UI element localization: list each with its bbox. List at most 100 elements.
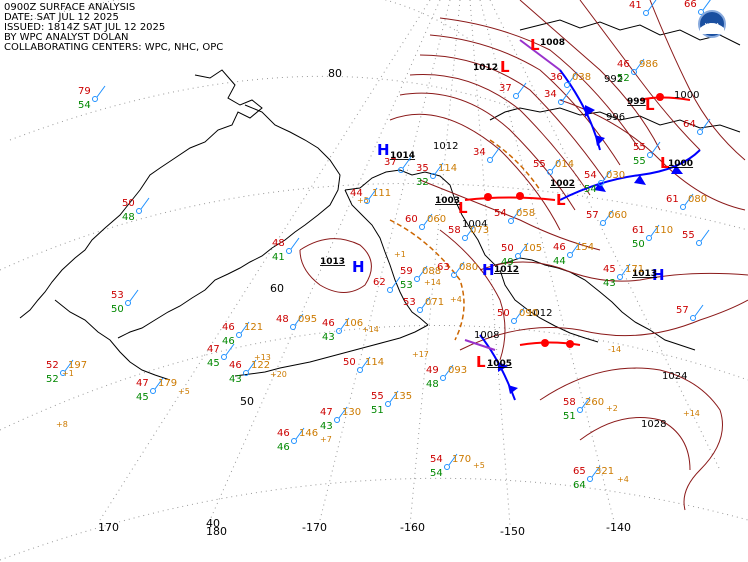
low-center: L xyxy=(556,191,566,209)
wind-barb xyxy=(389,390,399,403)
occluded-front xyxy=(519,39,561,71)
station-pressure: 080 xyxy=(688,194,707,205)
pressure-tendency: +1 xyxy=(62,369,74,378)
isobar xyxy=(559,99,746,211)
station-pressure: 170 xyxy=(452,454,471,465)
station-temperature: 61 xyxy=(632,225,645,236)
station-pressure: 146 xyxy=(299,428,318,439)
station-marker xyxy=(508,218,514,224)
station-temperature: 36 xyxy=(550,72,563,83)
station-dewpoint: 51 xyxy=(371,405,384,416)
occluded-front xyxy=(464,339,496,351)
lon-label-m160: -160 xyxy=(400,521,425,534)
isobar-label: 1008 xyxy=(474,330,499,341)
station-marker xyxy=(646,235,652,241)
station-pressure: 060 xyxy=(608,210,627,221)
station-temperature: 57 xyxy=(586,210,599,221)
station-marker xyxy=(398,167,404,173)
isobars xyxy=(299,0,748,511)
low-center-value: 1012 xyxy=(473,63,498,73)
station-plot: 47 45 179 xyxy=(136,377,177,403)
station-marker xyxy=(598,180,604,186)
isobar-label: 1012 xyxy=(433,141,458,152)
kamchatka-coast xyxy=(54,299,171,381)
wind-barb xyxy=(635,58,645,71)
station-dewpoint: 50 xyxy=(632,239,645,250)
station-temperature: 45 xyxy=(603,264,616,275)
station-marker xyxy=(136,208,142,214)
station-temperature: 44 xyxy=(350,188,363,199)
station-pressure: 093 xyxy=(448,365,467,376)
station-marker xyxy=(462,235,468,241)
station-temperature: 66 xyxy=(684,0,697,10)
low-center: L xyxy=(458,199,468,217)
station-plot: 54 058 xyxy=(494,207,535,224)
station-temperature: 46 xyxy=(222,322,235,333)
isobar-label: 1000 xyxy=(674,90,699,101)
station-temperature: 37 xyxy=(499,83,512,94)
lat-label-80: 80 xyxy=(328,67,342,80)
wind-barb xyxy=(368,187,378,200)
station-dewpoint: 43 xyxy=(603,278,616,289)
station-marker xyxy=(430,173,436,179)
isobar-label: 1004 xyxy=(462,219,487,230)
isobar xyxy=(519,0,661,151)
station-plot: 57 060 xyxy=(586,209,627,226)
pressure-tendency: -14 xyxy=(608,345,621,354)
wind-barb xyxy=(491,146,501,159)
station-plot: 50 114 xyxy=(343,356,384,373)
station-pressure: 095 xyxy=(298,314,317,325)
station-temperature: 34 xyxy=(473,147,486,158)
canada-arctic-coast xyxy=(489,107,741,133)
station-pressure: 197 xyxy=(68,360,87,371)
station-temperature: 50 xyxy=(501,243,514,254)
high-center: H xyxy=(352,258,365,276)
station-plot: 61 080 xyxy=(666,193,707,210)
station-pressure: 038 xyxy=(572,72,591,83)
isobar xyxy=(409,73,591,196)
station-dewpoint: 49 xyxy=(501,257,514,268)
station-dewpoint: 43 xyxy=(320,421,333,432)
low-center: L xyxy=(530,36,540,54)
station-pressure: 135 xyxy=(393,391,412,402)
station-dewpoint: 52 xyxy=(617,73,630,84)
station-temperature: 63 xyxy=(437,262,450,273)
wind-barb xyxy=(700,229,710,242)
station-pressure: 114 xyxy=(365,357,384,368)
station-dewpoint: 54 xyxy=(430,468,443,479)
station-marker xyxy=(515,253,521,259)
station-plot: 48 095 xyxy=(276,313,317,330)
station-temperature: 59 xyxy=(400,266,413,277)
alaska-west-coast xyxy=(344,189,429,326)
station-pressure: 260 xyxy=(585,397,604,408)
station-temperature: 48 xyxy=(276,314,289,325)
station-plot: 53 071 xyxy=(403,296,444,313)
pressure-tendency: +14 xyxy=(683,409,700,418)
wind-barb xyxy=(240,321,250,334)
isobar xyxy=(539,367,723,511)
station-temperature: 50 xyxy=(343,357,356,368)
isobar xyxy=(439,229,506,361)
station-temperature: 79 xyxy=(78,86,91,97)
wind-barb xyxy=(647,0,657,12)
station-temperature: 35 xyxy=(416,163,429,174)
station-dewpoint: 43 xyxy=(229,374,242,385)
station-plot: 35 32 114 xyxy=(416,162,457,188)
station-pressure: 321 xyxy=(595,466,614,477)
low-center: L xyxy=(660,154,670,172)
station-pressure: 105 xyxy=(523,243,542,254)
station-temperature: 46 xyxy=(277,428,290,439)
lon-label-170: 170 xyxy=(98,521,119,534)
header-centers: COLLABORATING CENTERS: WPC, NHC, OPC xyxy=(4,42,224,53)
station-marker xyxy=(125,300,131,306)
station-plot: 37 xyxy=(384,156,412,173)
pressure-tendency: +2 xyxy=(606,404,618,413)
lon-label-m140: -140 xyxy=(606,521,631,534)
lat-label-60: 60 xyxy=(270,282,284,295)
station-pressure: 179 xyxy=(158,378,177,389)
station-pressure: 110 xyxy=(654,225,673,236)
station-marker xyxy=(631,69,637,75)
station-temperature: 58 xyxy=(563,397,576,408)
